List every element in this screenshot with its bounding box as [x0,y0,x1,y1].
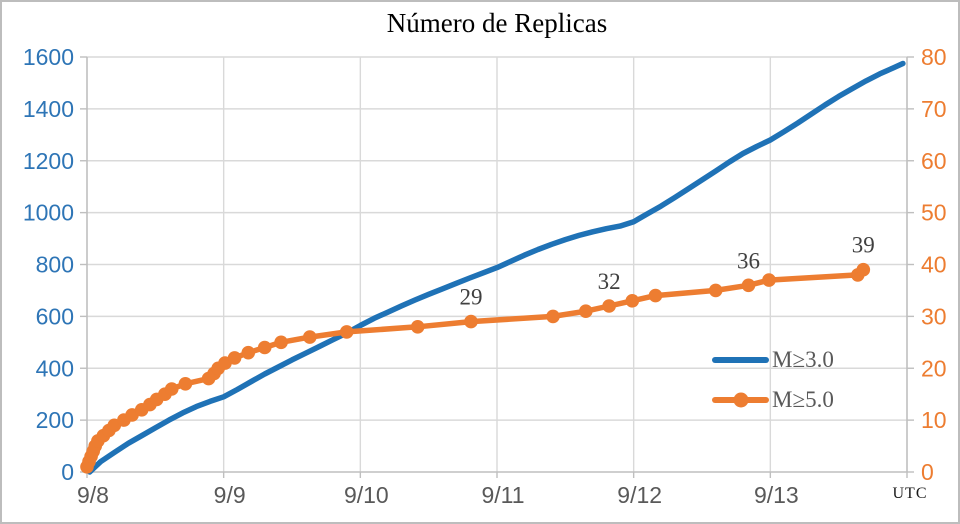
m5-event-marker [708,283,723,298]
point-label: 32 [598,269,621,294]
m5-event-marker [625,294,640,308]
m5-event-marker [274,335,288,350]
m5-event-marker [741,278,756,293]
x-axis-unit-label: UTC [892,485,928,502]
m5-event-marker [602,299,616,313]
x-tick-label: 9/9 [214,482,246,508]
y-left-tick-label: 400 [36,355,74,381]
m5-event-marker [339,325,354,339]
legend-line-swatch [712,392,769,408]
legend-label: M≥5.0 [772,387,834,412]
y-left-tick-label: 0 [61,459,74,485]
m5-event-marker [579,304,593,319]
x-tick-label: 9/13 [754,482,799,508]
m5-event-marker [164,382,179,396]
y-left-tick-label: 1400 [23,96,74,122]
m5-event-marker [303,330,317,344]
y-left-tick-label: 200 [36,407,74,433]
m5-event-marker [856,262,871,277]
legend-item: M≥5.0 [712,380,834,420]
m5-event-marker [410,320,425,334]
y-right-tick-label: 20 [921,355,947,381]
m5-event-marker [648,288,663,303]
m5-event-marker [546,309,560,324]
y-left-tick-label: 1000 [23,200,74,226]
y-left-tick-label: 1200 [23,148,74,174]
x-tick-label: 9/12 [617,482,662,508]
m5-event-marker [241,345,256,360]
m5-event-marker [178,377,193,391]
y-right-tick-label: 60 [921,148,947,174]
y-left-tick-label: 600 [36,303,74,329]
y-right-tick-label: 80 [921,44,947,70]
legend-label: M≥3.0 [772,347,834,372]
legend: M≥3.0 M≥5.0 [712,340,834,420]
point-label: 29 [460,285,483,310]
legend-line-swatch [712,357,769,363]
y-right-tick-label: 70 [921,96,947,122]
y-right-tick-label: 50 [921,200,947,226]
x-tick-label: 9/10 [344,482,389,508]
y-right-tick-label: 0 [921,459,934,485]
series-m3-line [86,60,906,475]
m5-event-marker [227,351,242,365]
x-tick-label: 9/8 [77,482,109,508]
chart-title: Número de Replicas [386,8,608,38]
y-left-tick-label: 800 [36,252,74,278]
legend-marker-dot [733,392,748,408]
y-right-tick-label: 30 [921,303,947,329]
y-right-tick-label: 40 [921,252,947,278]
y-left-tick-label: 1600 [23,44,74,70]
legend-item: M≥3.0 [712,340,834,380]
point-label: 36 [737,248,760,273]
y-right-tick-label: 10 [921,407,947,433]
x-tick-label: 9/11 [481,482,524,508]
m5-event-marker [464,314,478,329]
point-label: 39 [852,233,875,258]
m5-event-marker [762,273,776,287]
m5-event-marker [257,340,272,355]
